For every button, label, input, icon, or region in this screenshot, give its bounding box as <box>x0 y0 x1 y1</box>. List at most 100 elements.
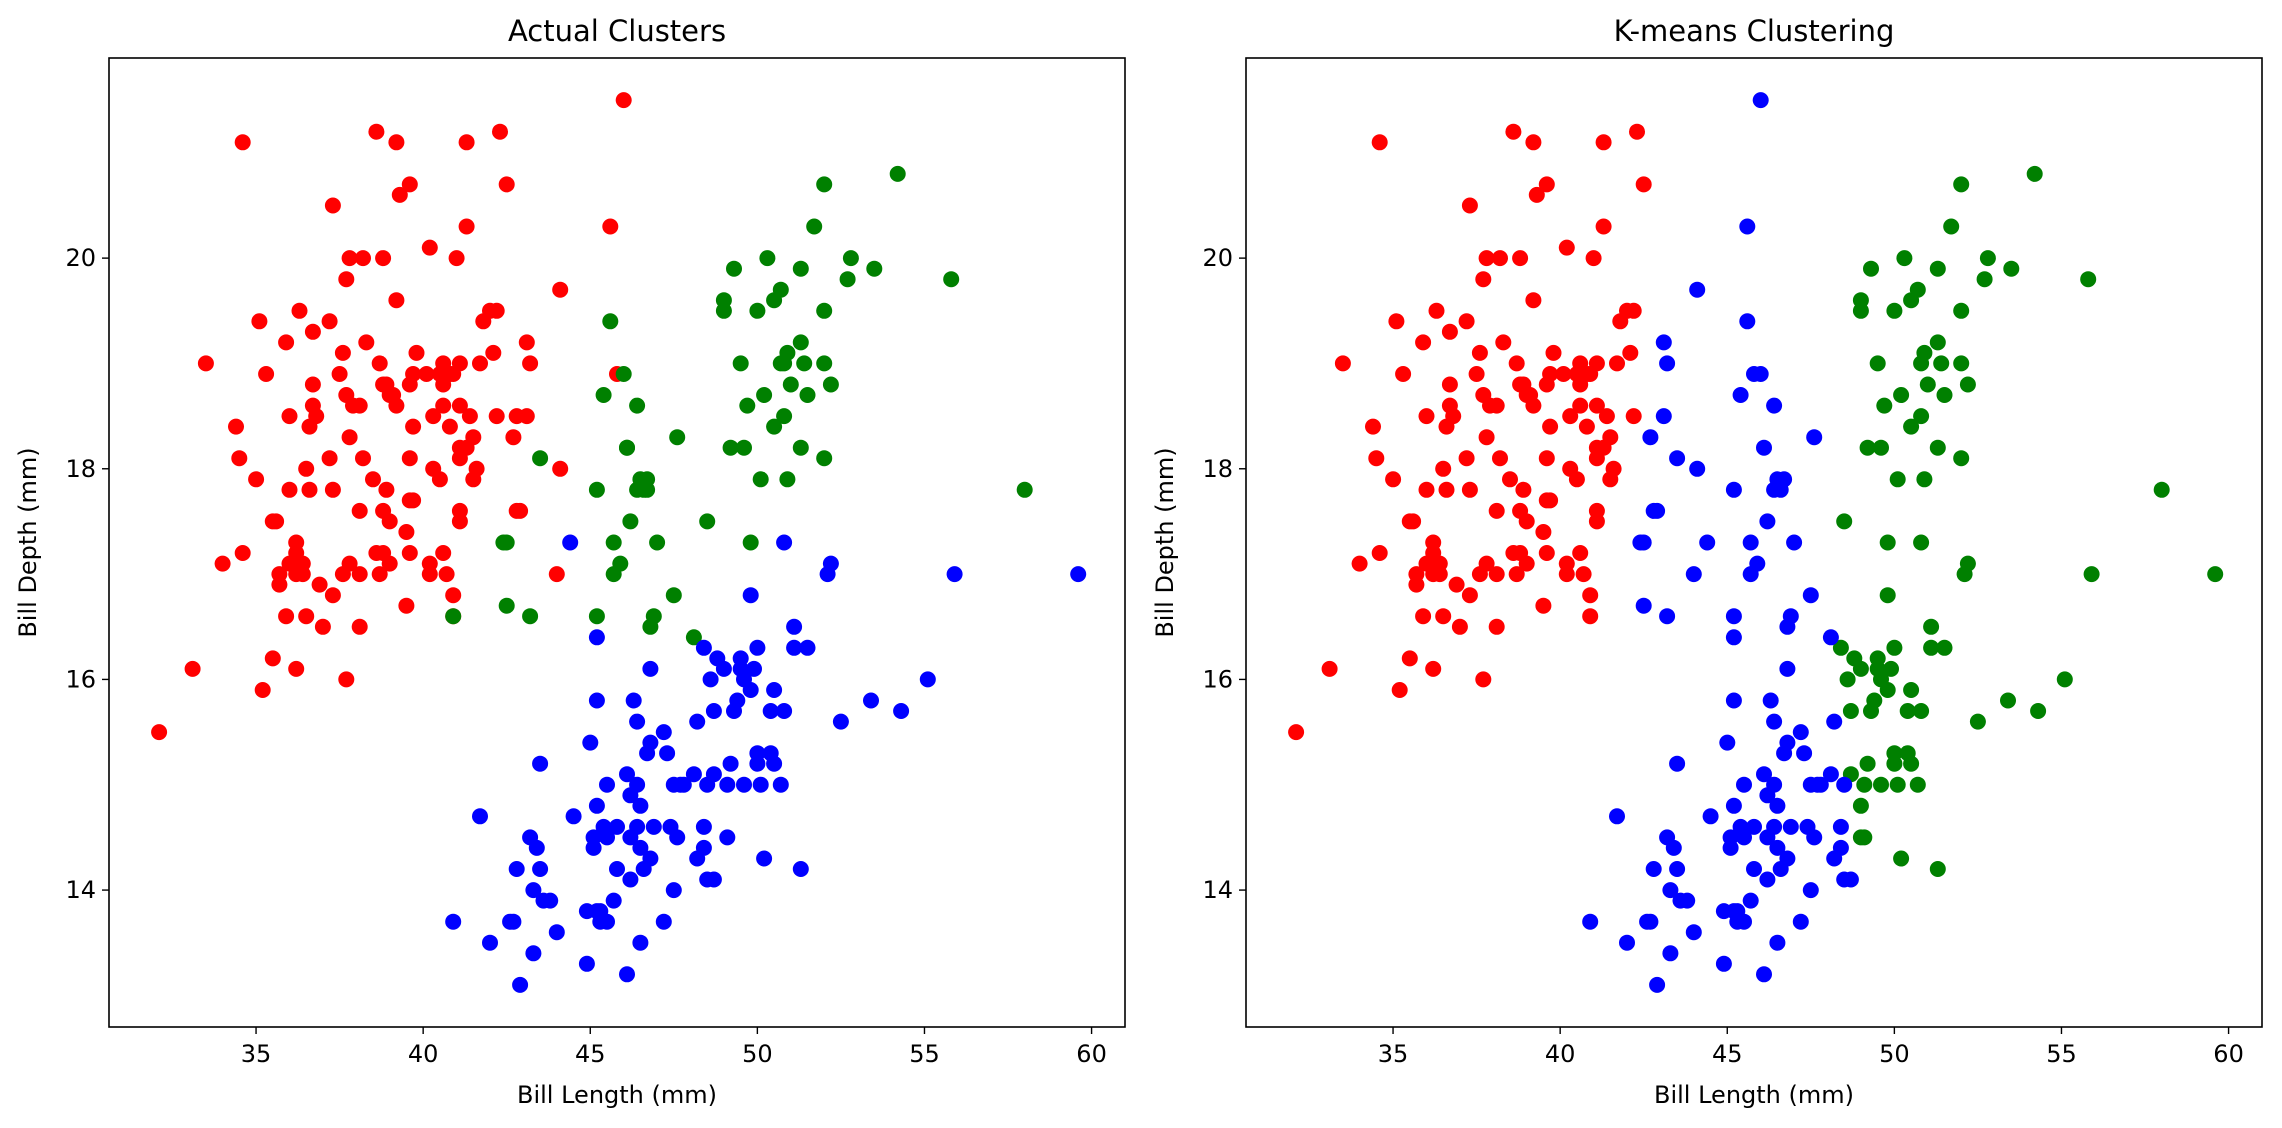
data-point <box>1568 471 1585 488</box>
data-point <box>749 302 766 319</box>
data-point <box>602 313 619 330</box>
data-point <box>1889 471 1906 488</box>
data-point <box>1321 660 1338 677</box>
data-point <box>1538 545 1555 561</box>
data-point <box>1288 724 1305 741</box>
data-point <box>742 682 759 698</box>
data-point <box>505 429 522 446</box>
data-point <box>448 250 465 267</box>
data-point <box>655 913 672 930</box>
data-point <box>1605 460 1622 477</box>
data-point <box>1555 366 1572 382</box>
data-point <box>792 260 809 277</box>
data-point <box>1893 387 1910 403</box>
data-point <box>739 397 756 414</box>
data-point <box>1542 418 1559 435</box>
data-point <box>796 355 813 372</box>
x-tick-label: 40 <box>408 1040 439 1068</box>
data-point <box>822 555 839 572</box>
data-point <box>919 671 936 688</box>
data-point <box>1779 660 1796 677</box>
data-point <box>1896 250 1913 267</box>
data-point <box>639 481 656 498</box>
data-point <box>351 566 368 583</box>
data-point <box>615 366 632 382</box>
data-point <box>1879 534 1896 551</box>
data-point <box>1802 587 1819 604</box>
data-points <box>1288 92 2224 993</box>
data-point <box>1739 218 1756 235</box>
data-point <box>388 292 405 309</box>
data-point <box>792 861 809 877</box>
data-point <box>1655 334 1672 351</box>
data-point <box>2026 165 2043 182</box>
data-point <box>1365 418 1381 435</box>
data-point <box>1736 913 1752 930</box>
data-point <box>1385 471 1402 488</box>
data-point <box>518 408 535 425</box>
data-point <box>445 608 462 625</box>
data-point <box>1665 839 1682 856</box>
data-point <box>719 829 736 846</box>
data-point <box>759 250 776 267</box>
data-point <box>1558 555 1575 572</box>
data-point <box>294 566 311 583</box>
x-tick-label: 35 <box>1378 1040 1409 1068</box>
data-point <box>736 439 752 456</box>
data-point <box>1528 186 1545 203</box>
data-point <box>675 776 692 793</box>
data-point <box>665 882 682 899</box>
data-point <box>1879 587 1896 604</box>
data-point <box>458 134 475 151</box>
data-point <box>946 566 963 583</box>
data-point <box>705 766 722 783</box>
data-point <box>548 924 565 941</box>
data-point <box>1699 534 1716 551</box>
data-point <box>1873 439 1889 456</box>
data-point <box>1919 376 1936 393</box>
data-point <box>1445 408 1462 425</box>
data-point <box>1495 334 1512 351</box>
data-point <box>752 776 769 793</box>
data-point <box>782 376 799 393</box>
data-point <box>321 313 338 330</box>
data-point <box>602 218 619 235</box>
data-point <box>816 302 833 319</box>
data-point <box>1923 639 1940 656</box>
data-point <box>1525 292 1542 309</box>
data-point <box>1929 260 1946 277</box>
data-point <box>1766 776 1783 793</box>
data-point <box>1659 608 1676 625</box>
axes-frame <box>108 57 1126 1028</box>
data-point <box>1766 818 1783 835</box>
data-point <box>1629 123 1645 140</box>
data-point <box>1913 408 1930 425</box>
data-point <box>1779 734 1796 751</box>
y-tick-label: 20 <box>1202 244 1233 272</box>
data-point <box>1782 818 1799 835</box>
data-point <box>1435 608 1452 625</box>
data-point <box>488 408 505 425</box>
y-tick-label: 16 <box>1202 665 1233 693</box>
data-point <box>1649 976 1666 993</box>
data-point <box>288 660 305 677</box>
data-point <box>619 766 635 783</box>
data-point <box>518 334 535 351</box>
data-point <box>1766 397 1783 414</box>
data-point <box>629 397 646 414</box>
data-point <box>1070 566 1087 583</box>
data-point <box>398 524 415 540</box>
data-point <box>2056 671 2073 688</box>
data-point <box>1538 450 1555 467</box>
data-point <box>1478 429 1495 446</box>
data-point <box>1746 861 1762 877</box>
data-point <box>1401 650 1418 667</box>
data-point <box>1929 439 1946 456</box>
data-point <box>1876 397 1893 414</box>
data-point <box>889 165 906 182</box>
data-point <box>1732 387 1749 403</box>
data-point <box>1979 250 1996 267</box>
data-point <box>609 861 625 877</box>
data-point <box>371 566 388 583</box>
data-point <box>776 703 793 719</box>
